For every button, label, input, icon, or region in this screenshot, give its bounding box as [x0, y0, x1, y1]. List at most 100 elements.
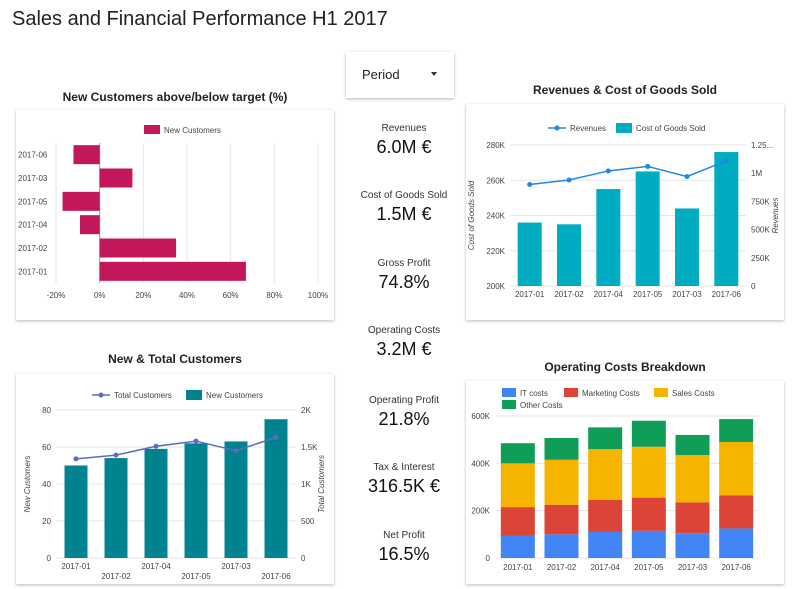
bar [64, 465, 88, 558]
x-category-label: 2017-05 [633, 290, 663, 299]
x-tick-label: 60% [223, 291, 239, 300]
bar-segment [588, 500, 623, 532]
bar [99, 168, 133, 188]
bar-segment [631, 497, 666, 531]
y-tick-label: 400K [471, 459, 490, 468]
bar-segment [719, 419, 754, 443]
bar-segment [675, 502, 710, 534]
bar-segment [544, 438, 579, 460]
bar [517, 222, 542, 286]
line-point [273, 434, 279, 440]
bar-segment [544, 504, 579, 535]
series-line [75, 436, 277, 460]
x-tick-label: 40% [179, 291, 195, 300]
kpi-tax-interest: Tax & Interest 316.5K € [350, 462, 458, 497]
legend-label: Marketing Costs [582, 389, 640, 398]
y-tick-label: 280K [486, 141, 505, 150]
y-tick-label: 200K [486, 282, 505, 291]
bar-segment [500, 535, 535, 558]
y2-tick-label: 1M [751, 169, 762, 178]
bar [62, 191, 100, 211]
bar [714, 152, 739, 286]
kpi-cogs: Cost of Goods Sold 1.5M € [350, 190, 458, 225]
y-tick-label: 20 [42, 517, 51, 526]
bar [99, 261, 246, 281]
legend-swatch [564, 388, 578, 397]
bar-segment [588, 449, 623, 501]
legend-label: New Customers [164, 126, 221, 135]
bar-segment [500, 443, 535, 464]
kpi-gross-profit: Gross Profit 74.8% [350, 258, 458, 293]
y2-tick-label: 500 [301, 517, 315, 526]
kpi-net-profit: Net Profit 16.5% [350, 530, 458, 565]
legend-label: IT costs [520, 389, 548, 398]
bar [104, 458, 128, 558]
y2-tick-label: 2K [301, 406, 311, 415]
combo-chart-new-total-customers: Total Customers New Customers 0 20 40 60 80 0 50… [23, 390, 326, 581]
kpi-value: 3.2M € [376, 339, 432, 359]
bar-segment [719, 442, 754, 496]
bar-segment [631, 446, 666, 498]
legend-label: New Customers [206, 391, 263, 400]
y-tick-label: 200K [471, 507, 490, 516]
y-tick-label: 260K [486, 176, 505, 185]
kpi-value: 6.0M € [376, 137, 432, 157]
legend-swatch [654, 388, 668, 397]
y-axis-label: Cost of Goods Sold [467, 180, 476, 250]
legend-swatch [502, 388, 516, 397]
kpi-label: Gross Profit [377, 258, 431, 269]
kpi-operating-profit: Operating Profit 21.8% [350, 395, 458, 430]
y2-tick-label: 0 [301, 554, 306, 563]
bar [635, 171, 660, 286]
kpi-label: Tax & Interest [373, 462, 435, 473]
line-point [605, 168, 611, 174]
bar [144, 448, 168, 558]
kpi-value: 1.5M € [376, 204, 432, 224]
chevron-down-icon [431, 72, 437, 76]
bar [224, 441, 248, 558]
kpi-value: 74.8% [378, 272, 430, 292]
line-point [153, 443, 159, 449]
chart-card-revenues-cogs: Revenues Cost of Goods Sold 200K 220K 240K 26… [466, 104, 784, 320]
y-tick-label: 0 [47, 554, 52, 563]
y-tick-label: 600K [471, 412, 490, 421]
legend-marker [554, 125, 560, 131]
kpi-revenues: Revenues 6.0M € [350, 123, 458, 158]
y2-tick-label: 0 [751, 282, 756, 291]
bar [73, 145, 100, 165]
x-category-label: 2017-06 [712, 290, 742, 299]
bar-segment [719, 495, 754, 529]
line-point [566, 177, 572, 183]
bar-segment [675, 434, 710, 456]
x-category-label: 2017-04 [594, 290, 624, 299]
x-category-label: 2017-03 [221, 562, 251, 571]
chart-card-operating-costs: IT costs Marketing Costs Sales Costs Other … [466, 381, 784, 584]
bar-segment [631, 530, 666, 558]
bar-segment [500, 463, 535, 508]
bar-segment [675, 533, 710, 558]
y-tick-label: 220K [486, 247, 505, 256]
line-point [113, 452, 119, 458]
y-category-label: 2017-03 [18, 174, 48, 183]
bar-segment [631, 420, 666, 447]
chart-card-new-customers-target: New Customers -20% 0% 20% 40% 60% 80% 100% 2017-… [16, 110, 334, 320]
bar-segment [719, 528, 754, 558]
y2-tick-label: 1K [301, 480, 311, 489]
x-tick-label: -20% [47, 291, 66, 300]
bar [557, 224, 581, 286]
y-category-label: 2017-05 [18, 197, 48, 206]
bar-segment [588, 531, 623, 558]
line-point [193, 438, 199, 444]
chart-title-operating-costs: Operating Costs Breakdown [544, 360, 706, 374]
hbar-chart-new-customers-target: New Customers -20% 0% 20% 40% 60% 80% 100% 2017-… [18, 125, 328, 300]
bar [99, 238, 177, 258]
bar [264, 419, 288, 558]
legend-swatch [186, 390, 202, 400]
bar [80, 215, 100, 235]
y2-tick-label: 500K [751, 226, 770, 235]
x-category-label: 2017-05 [181, 572, 211, 581]
y-category-label: 2017-01 [18, 267, 48, 276]
period-dropdown[interactable]: Period [346, 52, 454, 98]
legend-swatch [616, 123, 632, 133]
legend-swatch [502, 400, 516, 409]
